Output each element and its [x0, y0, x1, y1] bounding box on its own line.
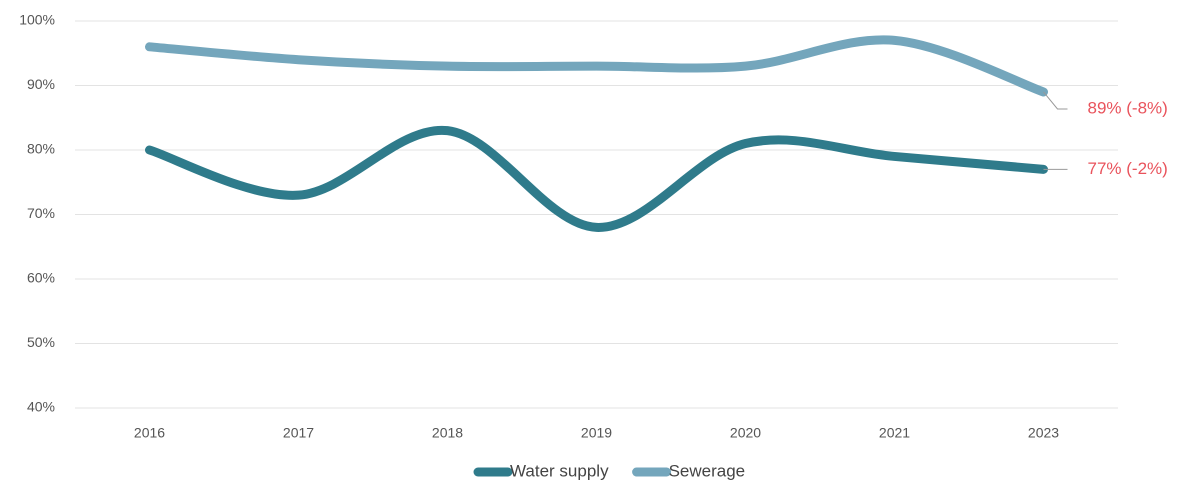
series-line — [145, 126, 1048, 232]
legend-label: Sewerage — [669, 461, 746, 480]
x-tick-label: 2016 — [134, 425, 165, 441]
x-tick-label: 2017 — [283, 425, 314, 441]
y-tick-label: 60% — [27, 270, 55, 286]
y-tick-label: 40% — [27, 399, 55, 415]
x-tick-label: 2020 — [730, 425, 761, 441]
y-tick-label: 70% — [27, 205, 55, 221]
legend-label: Water supply — [510, 461, 609, 480]
y-tick-label: 100% — [19, 12, 55, 28]
x-tick-label: 2023 — [1028, 425, 1059, 441]
annotation: 89% (-8%) — [1088, 98, 1168, 117]
y-tick-label: 50% — [27, 334, 55, 350]
annotation: 77% (-2%) — [1088, 159, 1168, 178]
x-tick-label: 2019 — [581, 425, 612, 441]
annotation-leader — [1043, 91, 1068, 110]
x-tick-label: 2021 — [879, 425, 910, 441]
y-tick-label: 80% — [27, 141, 55, 157]
x-tick-label: 2018 — [432, 425, 463, 441]
series-line — [145, 35, 1048, 97]
y-tick-label: 90% — [27, 76, 55, 92]
